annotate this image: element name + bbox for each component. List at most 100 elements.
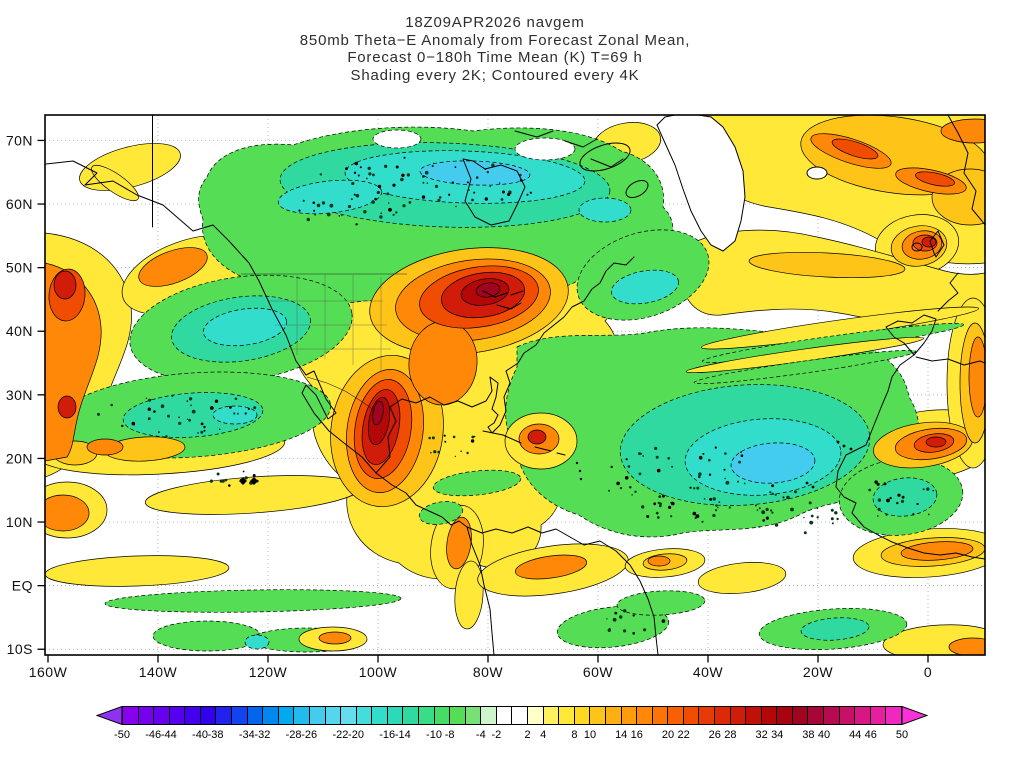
longitude-labels: 160W 140W 120W 100W 80W 60W 40W 20W 0 (29, 664, 932, 680)
colorbar-labels: -50 -46 -44 -40 -38 -34 -32 -28 -26 -22 -20 -16 -14-… (114, 729, 908, 745)
colorbar-segment-7 (232, 707, 248, 724)
colorbar-label--22: -22 (332, 729, 349, 741)
title-line-1: 18Z09APR2026 navgem (405, 14, 585, 31)
colorbar-label--8: -8 (444, 729, 455, 741)
lon-label-40W: 40W (693, 664, 724, 680)
colorbar-segment-8 (247, 707, 264, 724)
colorbar-label--10: -10 (426, 729, 442, 741)
lon-label-60W: 60W (583, 664, 614, 680)
colorbar-segment-9 (263, 707, 279, 724)
colorbar-segment-37 (699, 707, 715, 724)
lat-label-EQ: EQ (12, 578, 33, 594)
colorbar-segment-3 (169, 707, 186, 724)
colorbar-label--16: -16 (379, 729, 396, 741)
lat-label-30N: 30N (6, 387, 33, 403)
island-marks (239, 440, 853, 489)
colorbar-label--32: -32 (254, 729, 271, 741)
colorbar-segment-43 (792, 707, 809, 724)
colorbar-label-40: 40 (817, 729, 831, 741)
colorbar-segment-41 (761, 707, 778, 724)
title-line-2: 850mb Theta−E Anomaly from Forecast Zona… (299, 31, 691, 49)
colorbar-segment-1 (138, 707, 155, 724)
colorbar-segment-44 (808, 707, 825, 724)
colorbar-label--4: -4 (475, 729, 486, 741)
colorbar-segment-12 (309, 707, 326, 724)
colorbar-segment-34 (652, 707, 669, 724)
colorbar-label-50: 50 (895, 729, 909, 741)
colorbar-segment-2 (154, 707, 170, 724)
colorbar-segment-27 (543, 707, 560, 724)
colorbar-label-16: 16 (630, 729, 643, 741)
lat-label-50N: 50N (6, 260, 33, 276)
colorbar-label--20: -20 (348, 729, 364, 741)
colorbar-segment-46 (839, 707, 856, 724)
lat-label-40N: 40N (6, 323, 33, 339)
colorbar-label-38: 38 (802, 729, 815, 741)
colorbar-segment-17 (387, 707, 404, 724)
latitude-labels: 70N 60N 50N 40N 30N 20N 10N EQ 10S (6, 132, 33, 657)
colorbar-segment-40 (746, 707, 762, 724)
title-line-3: Forecast 0−180h Time Mean (K) T=69 h (347, 49, 643, 66)
colorbar-label--40: -40 (192, 729, 208, 741)
axis-ticks (37, 139, 929, 663)
anomaly-shading (45, 115, 985, 655)
colorbar-segment-16 (372, 707, 388, 724)
colorbar-segment-0 (123, 707, 139, 724)
colorbar-segment-24 (496, 707, 513, 724)
colorbar-segment-31 (605, 707, 622, 724)
lon-label-160W: 160W (29, 664, 68, 680)
colorbar-segment-6 (216, 707, 233, 724)
colorbar-label-2: 2 (524, 729, 531, 741)
colorbar-label-34: 34 (771, 729, 784, 741)
colorbar-segment-25 (512, 707, 529, 724)
colorbar-segment-36 (683, 707, 700, 724)
figure-title-block: 18Z09APR2026 navgem 850mb Theta−E Anomal… (0, 14, 990, 84)
fine-scale-contour-speckles (97, 156, 935, 635)
lon-label-120W: 120W (249, 664, 288, 680)
colorbar-segment-10 (278, 707, 295, 724)
colorbar-label-4: 4 (540, 729, 547, 741)
colorbar-label-14: 14 (615, 729, 628, 741)
lon-label-0: 0 (924, 664, 932, 680)
colorbar-segment-13 (325, 707, 342, 724)
colorbar-segments (122, 706, 902, 725)
lon-label-20W: 20W (803, 664, 834, 680)
map-interior (45, 115, 985, 655)
colorbar-label-20: 20 (661, 729, 675, 741)
colorbar-segment-35 (668, 707, 684, 724)
colorbar-segment-30 (590, 707, 606, 724)
colorbar-label--2: -2 (491, 729, 502, 741)
colorbar-segment-45 (824, 707, 840, 724)
lat-label-10N: 10N (6, 514, 33, 530)
colorbar-segment-20 (434, 707, 451, 724)
colorbar-label--14: -14 (394, 729, 411, 741)
colorbar-label-10: 10 (583, 729, 597, 741)
colorbar: -50 -46 -44 -40 -38 -34 -32 -28 -26 -22 -20 -16 -14-… (0, 706, 1024, 758)
colorbar-label--50: -50 (114, 729, 130, 741)
map-frame (44, 114, 986, 656)
iceland-outline (806, 166, 828, 180)
lat-label-60N: 60N (6, 196, 33, 212)
colorbar-segment-26 (528, 707, 544, 724)
colorbar-segment-42 (777, 707, 793, 724)
colorbar-label--44: -44 (160, 729, 177, 741)
colorbar-segment-29 (574, 707, 591, 724)
colorbar-segment-19 (418, 707, 435, 724)
colorbar-segment-23 (481, 707, 497, 724)
colorbar-segment-33 (637, 707, 653, 724)
colorbar-right-arrow (902, 706, 928, 725)
colorbar-label-28: 28 (724, 729, 737, 741)
colorbar-segment-28 (559, 707, 575, 724)
colorbar-label-32: 32 (755, 729, 768, 741)
colorbar-segment-32 (621, 707, 638, 724)
colorbar-segment-22 (465, 707, 482, 724)
colorbar-label-8: 8 (571, 729, 578, 741)
colorbar-label--46: -46 (145, 729, 162, 741)
lon-label-100W: 100W (359, 664, 398, 680)
colorbar-label-44: 44 (849, 729, 862, 741)
colorbar-label--38: -38 (207, 729, 224, 741)
lat-label-20N: 20N (6, 450, 33, 466)
colorbar-segment-4 (185, 707, 201, 724)
colorbar-segment-39 (730, 707, 747, 724)
